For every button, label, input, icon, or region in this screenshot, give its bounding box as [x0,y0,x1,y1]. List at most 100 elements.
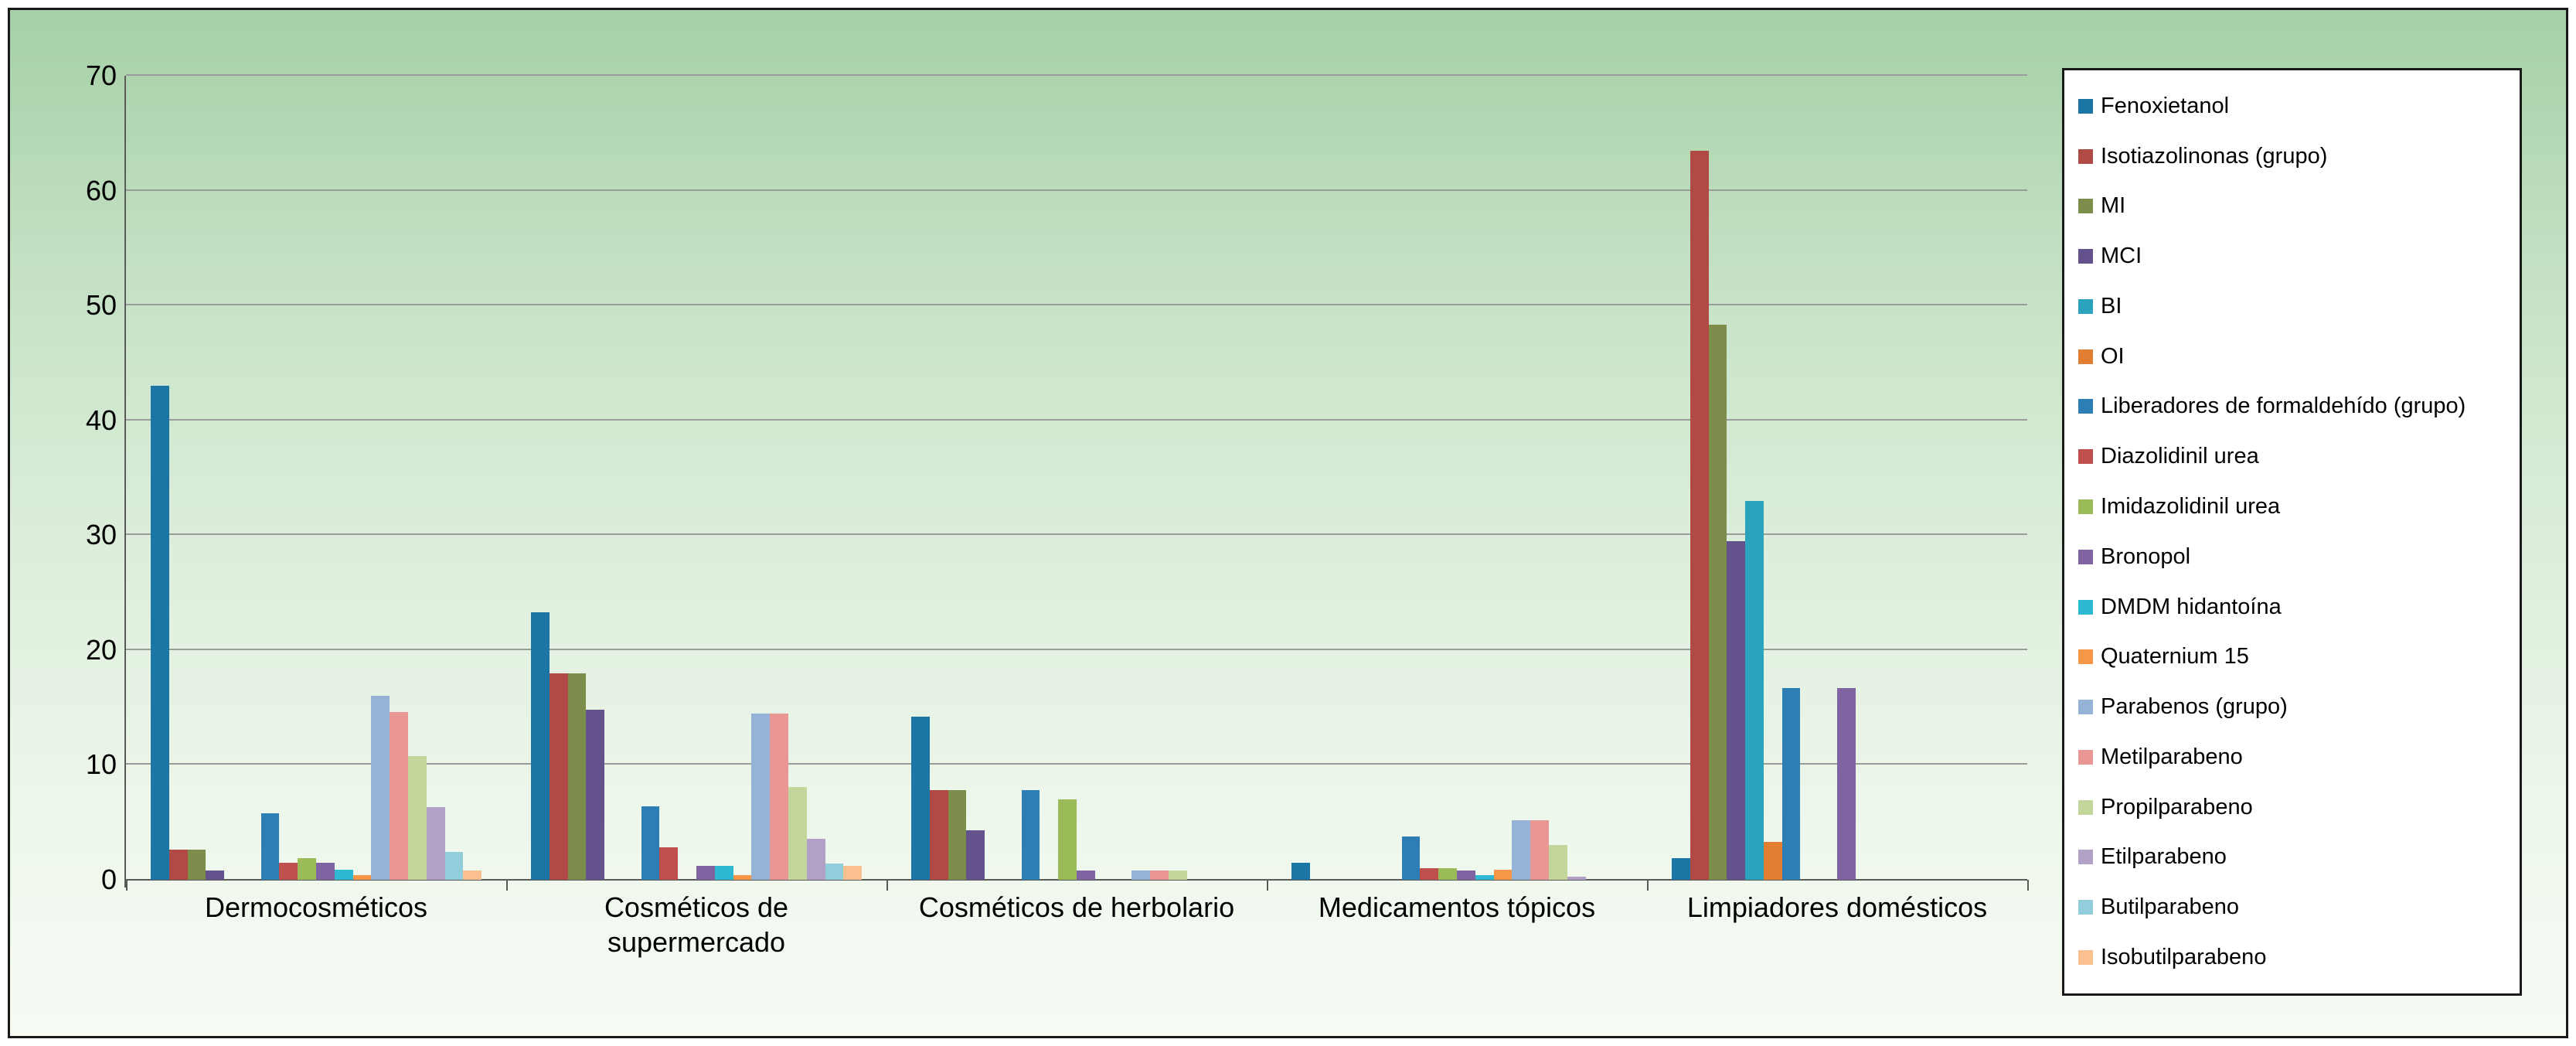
legend-marker-icon [2078,349,2093,364]
legend-item: Diazolidinil urea [2078,444,2520,469]
legend-label: Parabenos (grupo) [2101,694,2288,720]
category-tick [506,880,508,891]
bar [1021,790,1040,880]
bar [1077,871,1095,880]
bar [843,866,863,880]
bar [1512,819,1531,880]
bar [463,871,482,880]
bar [1530,819,1549,880]
legend-item: Propilparabeno [2078,795,2520,820]
bar [1781,687,1801,880]
bar [1690,150,1709,880]
legend-label: Isobutilparabeno [2101,944,2267,969]
x-category-label-5: Limpiadores domésticos [1686,891,1988,923]
bar [279,862,298,880]
category-tick [1647,880,1649,891]
x-category-label-1: Dermocosméticos [204,891,428,923]
gridline-10 [126,763,2027,765]
legend-item: Fenoxietanol [2078,94,2520,119]
bar [567,673,587,880]
category-tick [1267,880,1268,891]
bar [1058,799,1077,880]
legend-label: MI [2101,193,2126,219]
legend-item: Isobutilparabeno [2078,945,2520,970]
bar [334,869,353,880]
bar [298,857,317,880]
bar [187,850,206,880]
bar [586,710,605,880]
bar [1150,871,1169,880]
legend-label: Etilparabeno [2101,844,2227,870]
legend-marker-icon [2078,700,2093,715]
legend-marker-icon [2078,949,2093,965]
legend-label: Imidazolidinil urea [2101,494,2281,519]
y-axis-line [124,76,126,888]
bar [825,864,844,880]
plot-area [124,74,2029,891]
y-tick-label-50: 50 [85,289,117,322]
bar [1475,875,1494,880]
y-tick-label-60: 60 [85,174,117,206]
gridline-50 [126,304,2027,306]
bar [733,875,752,880]
legend-label: DMDM hidantoína [2101,594,2282,619]
bar [806,838,825,880]
bar [206,871,225,880]
legend-marker-icon [2078,399,2093,414]
bar [444,852,464,880]
legend-marker-icon [2078,850,2093,865]
bar [407,755,427,880]
bar [1745,500,1764,880]
legend-item: MCI [2078,244,2520,269]
legend-item: Isotiazolinonas (grupo) [2078,144,2520,169]
bar [1763,841,1782,880]
x-axis-category-labels: Dermocosméticos Cosméticos de supermercad… [126,890,2027,959]
category-tick [886,880,888,891]
legend-marker-icon [2078,98,2093,114]
legend-marker-icon [2078,199,2093,214]
legend-label: Butilparabeno [2101,894,2239,920]
legend-marker-icon [2078,148,2093,164]
bar [1291,862,1310,880]
bar [1727,540,1746,880]
legend-marker-icon [2078,449,2093,465]
bar [168,850,188,880]
bar [770,713,788,880]
gridline-30 [126,533,2027,536]
gridline-60 [126,189,2027,191]
y-tick-label-40: 40 [85,404,117,436]
bar [1548,845,1567,880]
bar [751,713,771,880]
y-tick-label-30: 30 [85,519,117,551]
x-category-label-2: Cosméticos de supermercado [604,891,789,958]
bar [352,875,372,880]
bar-group-5 [1647,76,2027,880]
legend-label: Isotiazolinonas (grupo) [2101,143,2328,169]
bar [911,717,930,880]
bar [549,673,568,880]
x-category-label-3: Cosméticos de herbolario [918,891,1235,923]
bar [641,806,660,880]
legend: Fenoxietanol Isotiazolinonas (grupo) MI MCI… [2062,68,2522,996]
bar [1168,871,1187,880]
legend-label: Bronopol [2101,543,2191,569]
bar-group-1 [126,76,506,880]
bar [1401,836,1421,880]
bar [696,866,715,880]
legend-marker-icon [2078,599,2093,615]
bar [1837,687,1856,880]
legend-item: Bronopol [2078,544,2520,570]
legend-item: Imidazolidinil urea [2078,494,2520,520]
bar [1708,325,1727,880]
legend-item: OI [2078,344,2520,370]
y-tick-label-20: 20 [85,633,117,666]
bar [426,807,445,880]
category-tick [2027,880,2029,891]
bar [948,790,967,880]
bar [1457,871,1475,880]
legend-item: Butilparabeno [2078,894,2520,920]
bar [531,612,550,880]
legend-label: Fenoxietanol [2101,93,2230,118]
bar [1672,857,1690,880]
